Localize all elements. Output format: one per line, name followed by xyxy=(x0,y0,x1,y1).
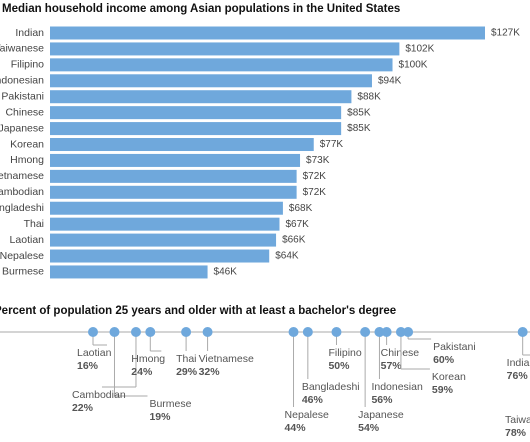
dot-value: 60% xyxy=(433,354,455,366)
category-label: Burmese xyxy=(2,266,44,278)
dot xyxy=(360,327,371,337)
bar xyxy=(50,106,342,120)
bar xyxy=(50,90,352,104)
dot-name: Vietnamese xyxy=(199,353,254,365)
value-label: $64K xyxy=(275,251,299,262)
dot xyxy=(302,327,313,337)
dot-value: 24% xyxy=(131,366,153,378)
dot-name: Hmong xyxy=(131,353,165,365)
dot xyxy=(395,327,406,337)
category-label: Thai xyxy=(24,218,44,230)
bar xyxy=(50,217,280,231)
bar xyxy=(50,201,283,215)
dot-name: Nepalese xyxy=(285,409,330,421)
category-label: Indonesian xyxy=(0,75,44,87)
bar xyxy=(50,74,372,88)
category-label: Laotian xyxy=(10,234,45,246)
dot-name: Thai xyxy=(176,353,196,365)
dot-value: 16% xyxy=(77,360,99,372)
bar xyxy=(50,233,277,247)
dot-value: 22% xyxy=(72,402,94,414)
dot xyxy=(130,327,141,337)
dot-value: 44% xyxy=(285,422,307,434)
dot-value: 50% xyxy=(328,360,350,372)
dot xyxy=(403,327,414,337)
value-label: $85K xyxy=(347,123,371,134)
dot-value: 19% xyxy=(149,411,171,423)
dot-name: Burmese xyxy=(149,398,191,410)
value-label: $73K xyxy=(306,155,330,166)
bar xyxy=(50,122,342,136)
dot xyxy=(517,327,528,337)
category-label: Pakistani xyxy=(1,91,44,103)
bar xyxy=(50,42,400,56)
dot-value: 46% xyxy=(302,394,324,406)
category-label: Filipino xyxy=(11,59,44,71)
value-label: $100K xyxy=(399,60,428,71)
value-label: $85K xyxy=(347,107,371,118)
dot-name: Taiwanese xyxy=(505,414,530,426)
category-label: Vietnamese xyxy=(0,170,44,182)
chart-title: Median household income among Asian popu… xyxy=(2,3,400,15)
value-label: $94K xyxy=(378,75,402,86)
dot-name: Indonesian xyxy=(371,381,423,393)
dot-name: Filipino xyxy=(328,347,361,359)
value-label: $77K xyxy=(320,139,344,150)
dot-name: Indian xyxy=(507,357,530,369)
bar xyxy=(50,185,297,199)
value-label: $72K xyxy=(303,187,327,198)
dot xyxy=(331,327,342,337)
dot-value: 29% xyxy=(176,366,198,378)
category-label: Bangladeshi xyxy=(0,202,44,214)
bar xyxy=(50,153,301,167)
category-label: Hmong xyxy=(10,154,44,166)
bar xyxy=(50,265,208,279)
dot-name: Chinese xyxy=(381,347,420,359)
value-label: $102K xyxy=(405,44,434,55)
dot xyxy=(145,327,156,337)
dot xyxy=(288,327,299,337)
dot-name: Laotian xyxy=(77,347,112,359)
dot-value: 56% xyxy=(371,394,393,406)
value-label: $72K xyxy=(303,171,327,182)
dot-value: 76% xyxy=(507,370,529,382)
value-label: $88K xyxy=(357,91,381,102)
bar xyxy=(50,249,270,263)
category-label: Indian xyxy=(15,27,44,39)
category-label: Taiwanese xyxy=(0,43,44,55)
chart-title: Percent of population 25 years and older… xyxy=(0,305,396,317)
category-label: Nepalese xyxy=(0,250,44,262)
dot xyxy=(381,327,392,337)
category-label: Chinese xyxy=(5,106,44,118)
dot-value: 57% xyxy=(381,360,403,372)
dot xyxy=(181,327,192,337)
dot-name: Korean xyxy=(432,371,466,383)
dot-value: 32% xyxy=(199,366,221,378)
value-label: $67K xyxy=(285,219,309,230)
dot-value: 59% xyxy=(432,384,454,396)
dot-value: 54% xyxy=(358,422,380,434)
bar xyxy=(50,58,393,72)
dot-name: Cambodian xyxy=(72,389,126,401)
dot xyxy=(88,327,98,337)
dot-name: Pakistani xyxy=(433,341,476,353)
value-label: $66K xyxy=(282,235,306,246)
bar xyxy=(50,138,314,152)
category-label: Cambodian xyxy=(0,186,44,198)
dot-value: 78% xyxy=(505,427,527,439)
dot-name: Bangladeshi xyxy=(302,381,360,393)
value-label: $68K xyxy=(289,203,313,214)
dot xyxy=(374,327,385,337)
value-label: $46K xyxy=(214,267,238,278)
category-label: Korean xyxy=(10,138,44,150)
dot xyxy=(109,327,120,337)
dot xyxy=(202,327,213,337)
category-label: Japanese xyxy=(0,122,44,134)
dot-name: Japanese xyxy=(358,409,404,421)
bar xyxy=(50,26,485,40)
value-label: $127K xyxy=(491,28,520,39)
bar xyxy=(50,169,297,183)
